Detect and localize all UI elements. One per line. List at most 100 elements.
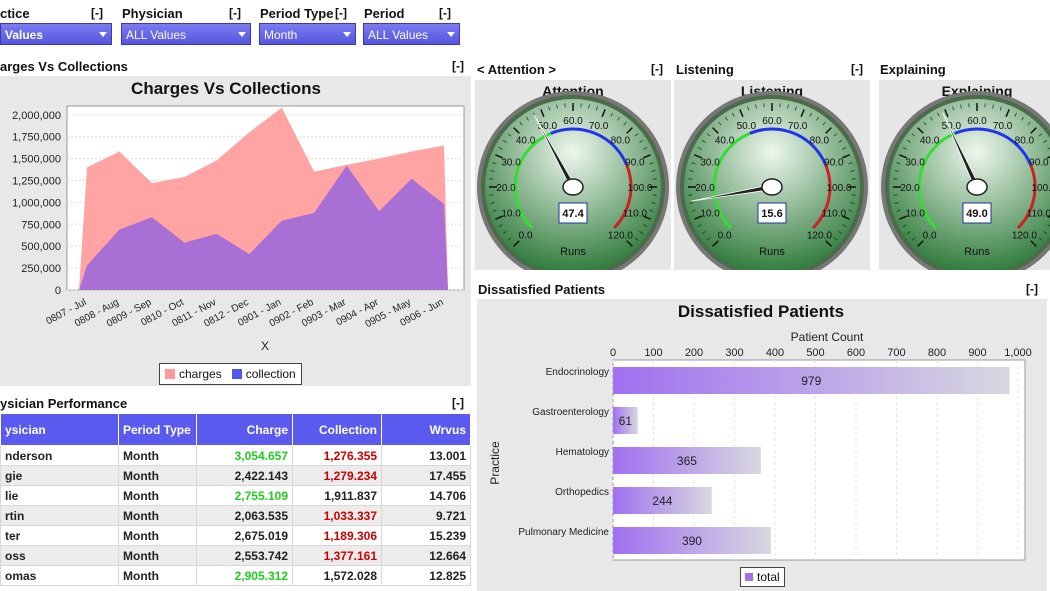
dissatisfied-category-label: Endocrinology [546, 367, 609, 378]
gauge-tick-label: 30.0 [700, 157, 720, 168]
table-row[interactable]: ter Month 2,675.019 1,189.306 15.239 [0, 525, 471, 546]
wrvus-cell: 12.664 [381, 545, 471, 566]
collection-cell: 1,377.161 [292, 545, 382, 566]
gauge-minor-tick [787, 104, 789, 109]
gauge-tick-label: 10.0 [501, 209, 521, 220]
period-type-cell: Month [118, 505, 197, 526]
performance-panel-title: ysician Performance [0, 396, 128, 411]
header-physician[interactable]: ysician [0, 413, 119, 446]
physician-filter-label: Physician [122, 6, 183, 21]
table-row[interactable]: nderson Month 3,054.657 1,276.355 13.001 [0, 445, 471, 466]
performance-collapse-button[interactable]: [-] [452, 396, 464, 410]
period-type-cell: Month [118, 485, 197, 506]
period-filter-label: Period [364, 6, 405, 21]
dissatisfied-category-label: Orthopedics [555, 487, 609, 498]
collection-cell: 1,279.234 [292, 465, 382, 486]
gauge-minor-tick [850, 170, 855, 172]
chevron-down-icon [447, 32, 455, 37]
dissatisfied-y-axis-label: Practice [488, 441, 502, 485]
dissatisfied-collapse-button[interactable]: [-] [1026, 282, 1038, 296]
gauge-minor-tick [838, 231, 843, 234]
gauge-minor-tick [906, 231, 911, 234]
gauge-minor-tick [896, 162, 901, 165]
gauge-minor-tick [639, 140, 644, 143]
gauge-minor-tick [498, 224, 503, 227]
gauge-minor-tick [960, 104, 962, 109]
gauge-major-tick [495, 154, 504, 159]
practice-select[interactable]: Values [0, 23, 112, 45]
period-type-cell: Month [118, 445, 197, 466]
gauge-minor-tick [842, 224, 847, 227]
gauge-tick-label: 50.0 [942, 121, 962, 132]
header-charge[interactable]: Charge [196, 413, 293, 446]
gauge-major-tick [626, 127, 633, 134]
gauge-minor-tick [651, 170, 656, 172]
gauge-minor-tick [639, 231, 644, 234]
attention-collapse-button[interactable]: [-] [651, 62, 663, 76]
table-row[interactable]: rtin Month 2,063.535 1,033.337 9.721 [0, 505, 471, 526]
gauge-tick-label: 90.0 [625, 157, 645, 168]
gauge-minor-tick [697, 224, 702, 227]
gauge-minor-tick [842, 147, 847, 150]
period-type-collapse-button[interactable]: [-] [335, 6, 347, 20]
period-collapse-button[interactable]: [-] [439, 6, 451, 20]
gauge-tick-label: 90.0 [824, 157, 844, 168]
charges-y-tick-label: 1,000,000 [12, 197, 61, 209]
dissatisfied-panel-title: Dissatisfied Patients [478, 282, 606, 297]
gauge-green-range [712, 132, 751, 230]
header-wrvus[interactable]: Wrvus [381, 413, 471, 446]
gauge-minor-tick [809, 112, 812, 117]
gauge-tick-label: 0.0 [718, 230, 732, 241]
period-type-select[interactable]: Month [259, 23, 356, 45]
gauge-hub [761, 178, 783, 196]
header-collection[interactable]: Collection [292, 413, 382, 446]
gauge-major-tick [899, 215, 908, 220]
dissatisfied-chart-title: Dissatisfied Patients [678, 302, 844, 321]
collection-cell: 1,033.337 [292, 505, 382, 526]
gauge-minor-tick [623, 121, 627, 126]
total-legend-swatch [745, 573, 753, 581]
gauge-hub [562, 178, 584, 196]
gauge-major-tick [712, 240, 719, 247]
header-period-type[interactable]: Period Type [118, 413, 197, 446]
period-type-select-value: Month [264, 28, 298, 42]
table-row[interactable]: omas Month 2,905.312 1,572.028 12.825 [0, 565, 471, 586]
gauge-minor-tick [643, 147, 648, 150]
gauge-major-tick [694, 154, 703, 159]
gauge-tick-label: 20.0 [900, 183, 920, 194]
gauge-tick-label: 120.0 [1012, 230, 1037, 241]
practice-collapse-button[interactable]: [-] [91, 6, 103, 20]
period-select[interactable]: ALL Values [363, 23, 460, 45]
table-row[interactable]: lie Month 2,755.109 1,911.837 14.706 [0, 485, 471, 506]
gauge-tick-label: 0.0 [923, 230, 937, 241]
gauge-tick-label: 120.0 [608, 230, 633, 241]
table-row[interactable]: oss Month 2,553.742 1,377.161 12.664 [0, 545, 471, 566]
attention-gauge-panel: Attention0.010.020.030.040.050.060.070.0… [475, 80, 671, 283]
gauge-minor-tick [794, 106, 797, 111]
physician-collapse-button[interactable]: [-] [229, 6, 241, 20]
gauge-major-tick [513, 240, 520, 247]
gauge-minor-tick [833, 133, 838, 137]
table-row[interactable]: gie Month 2,422.143 1,279.234 17.455 [0, 465, 471, 486]
listening-collapse-button[interactable]: [-] [851, 62, 863, 76]
gauge-tick-label: 30.0 [501, 157, 521, 168]
gauge-minor-tick [1014, 112, 1017, 117]
gauge-minor-tick [548, 106, 551, 111]
period-type-cell: Month [118, 565, 197, 586]
dissatisfied-x-tick-label: 100 [644, 347, 662, 359]
gauge-tick-label: 60.0 [762, 116, 782, 127]
gauge-minor-tick [498, 147, 503, 150]
gauge-minor-tick [1021, 116, 1024, 121]
gauge-red-range [811, 164, 832, 230]
period-type-cell: Month [118, 525, 197, 546]
charges-collapse-button[interactable]: [-] [452, 59, 464, 73]
gauge-minor-tick [689, 170, 694, 172]
physician-select[interactable]: ALL Values [121, 23, 251, 45]
gauge-minor-tick [507, 237, 512, 241]
gauge-tick-label: 100.0 [1031, 183, 1050, 194]
dissatisfied-category-label: Hematology [556, 447, 609, 458]
physician-cell: gie [0, 465, 119, 486]
gauge-minor-tick [634, 237, 639, 241]
wrvus-cell: 13.001 [381, 445, 471, 466]
gauge-major-tick [899, 154, 908, 159]
